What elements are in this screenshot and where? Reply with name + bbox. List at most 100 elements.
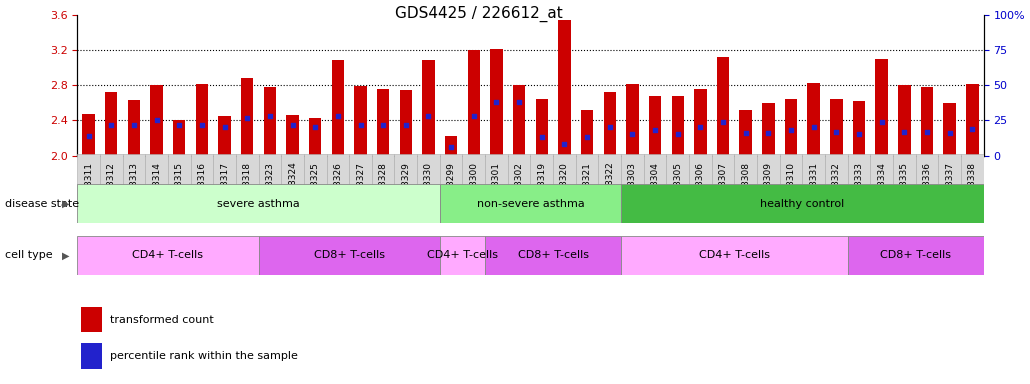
Point — [896, 129, 913, 135]
Bar — [150, 84, 163, 156]
Point — [443, 144, 459, 150]
Bar — [898, 86, 911, 156]
Bar — [462, 154, 485, 207]
Bar — [530, 154, 553, 207]
Bar — [417, 154, 440, 207]
Bar — [689, 154, 712, 207]
Point — [488, 99, 505, 105]
Bar — [513, 86, 525, 156]
Bar — [332, 60, 344, 156]
Bar — [468, 50, 480, 156]
Bar — [672, 96, 684, 156]
Text: cell type: cell type — [5, 250, 53, 260]
Bar — [848, 236, 984, 275]
Bar — [377, 89, 389, 156]
Bar — [536, 99, 548, 156]
Bar — [916, 154, 938, 207]
Bar — [440, 184, 621, 223]
Bar — [286, 115, 299, 156]
Point — [398, 122, 414, 128]
Bar — [485, 154, 508, 207]
Bar — [259, 236, 440, 275]
Bar — [82, 114, 95, 156]
Bar — [649, 96, 661, 156]
Text: GSM788328: GSM788328 — [379, 162, 387, 217]
Bar — [802, 154, 825, 207]
Bar — [938, 154, 961, 207]
Bar — [626, 84, 639, 156]
Text: GSM788333: GSM788333 — [855, 162, 863, 217]
Text: GSM788307: GSM788307 — [719, 162, 727, 217]
Text: GSM788312: GSM788312 — [107, 162, 115, 217]
Point — [420, 113, 437, 119]
Point — [239, 114, 255, 121]
Point — [80, 133, 97, 139]
Bar — [213, 154, 236, 207]
Bar — [762, 103, 775, 156]
Bar — [105, 93, 117, 156]
Point — [670, 131, 686, 137]
Text: GSM788318: GSM788318 — [243, 162, 251, 217]
Bar — [740, 110, 752, 156]
Point — [103, 122, 119, 128]
Bar — [422, 60, 435, 156]
Point — [352, 122, 369, 128]
Text: GSM788337: GSM788337 — [946, 162, 954, 217]
Text: GSM788308: GSM788308 — [742, 162, 750, 217]
Bar — [717, 58, 729, 156]
Text: transformed count: transformed count — [109, 315, 213, 325]
Point — [715, 119, 731, 125]
Point — [873, 119, 890, 125]
Bar — [870, 154, 893, 207]
Bar — [921, 87, 933, 156]
Text: CD4+ T-cells: CD4+ T-cells — [427, 250, 497, 260]
Bar — [621, 236, 848, 275]
Text: GSM788303: GSM788303 — [628, 162, 637, 217]
Point — [216, 124, 233, 131]
Bar — [259, 154, 281, 207]
Bar — [757, 154, 780, 207]
Bar — [354, 86, 367, 156]
Text: GSM788336: GSM788336 — [923, 162, 931, 217]
Bar — [123, 154, 145, 207]
Bar — [196, 84, 208, 156]
Bar — [168, 154, 191, 207]
Text: GSM788306: GSM788306 — [696, 162, 705, 217]
Bar — [445, 136, 457, 156]
Bar — [666, 154, 689, 207]
Text: GSM788322: GSM788322 — [606, 162, 614, 217]
Point — [647, 127, 663, 133]
Bar — [581, 110, 593, 156]
Bar — [145, 154, 168, 207]
Point — [941, 130, 958, 136]
Text: GSM788309: GSM788309 — [764, 162, 772, 217]
Text: GSM788316: GSM788316 — [198, 162, 206, 217]
Bar — [236, 154, 259, 207]
Bar — [966, 84, 978, 156]
Text: GSM788300: GSM788300 — [470, 162, 478, 217]
Bar — [173, 121, 185, 156]
Bar — [780, 154, 802, 207]
Point — [284, 122, 301, 128]
Bar — [644, 154, 666, 207]
Text: GSM788317: GSM788317 — [220, 162, 229, 217]
Point — [148, 118, 165, 124]
Point — [805, 124, 822, 131]
Text: GSM788329: GSM788329 — [402, 162, 410, 217]
Point — [511, 99, 527, 105]
Text: GSM788324: GSM788324 — [288, 162, 297, 217]
Bar — [128, 100, 140, 156]
Text: GSM788299: GSM788299 — [447, 162, 455, 217]
Bar — [400, 90, 412, 156]
Point — [534, 134, 550, 141]
Point — [783, 127, 799, 133]
Bar — [825, 154, 848, 207]
Text: GSM788323: GSM788323 — [266, 162, 274, 217]
Bar — [694, 89, 707, 156]
Bar — [264, 87, 276, 156]
Bar — [80, 307, 102, 332]
Text: GSM788325: GSM788325 — [311, 162, 319, 217]
Text: GSM788314: GSM788314 — [152, 162, 161, 217]
Bar — [485, 236, 621, 275]
Text: non-severe asthma: non-severe asthma — [477, 199, 584, 209]
